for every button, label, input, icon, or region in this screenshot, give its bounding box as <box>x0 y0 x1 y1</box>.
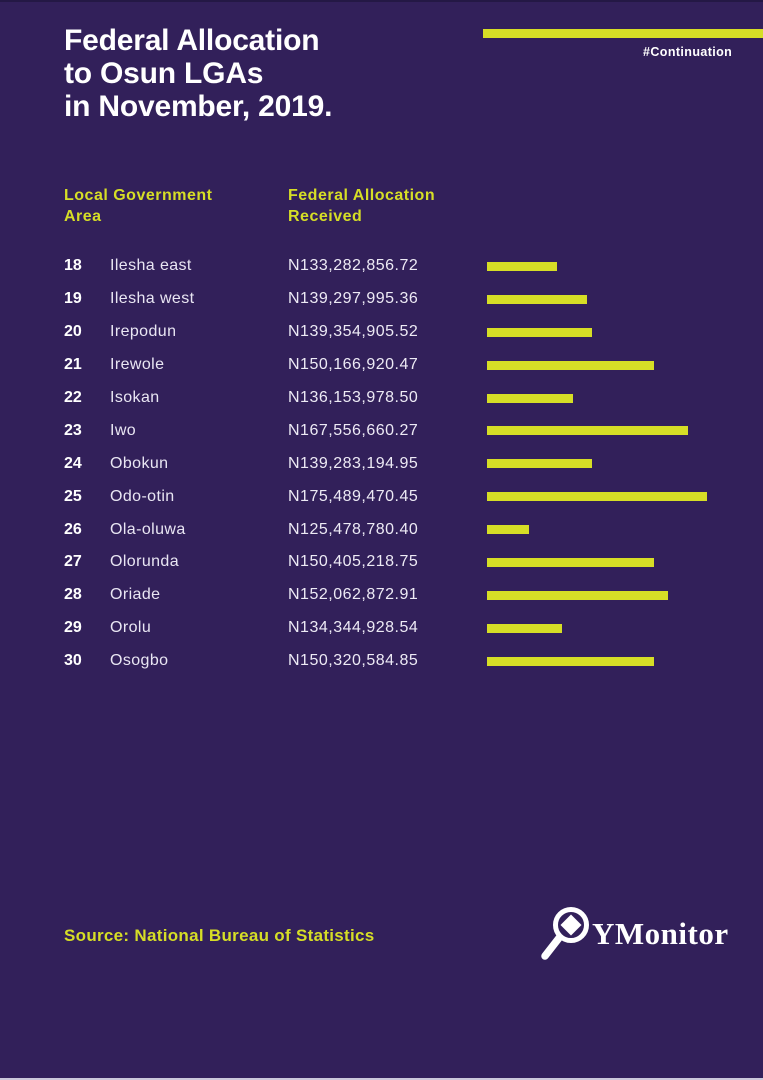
lga-name: Oriade <box>110 586 161 604</box>
allocation-bar-track <box>487 393 763 403</box>
row-number: 23 <box>64 421 82 439</box>
row-number: 27 <box>64 553 82 571</box>
allocation-bar <box>487 261 557 271</box>
table-row: 25 Odo-otin N175,489,470.45 <box>64 480 763 513</box>
lga-name: Osogbo <box>110 652 169 670</box>
page-title-line: Federal Allocation <box>64 24 320 57</box>
table-row: 23 Iwo N167,556,660.27 <box>64 414 763 447</box>
allocation-bar <box>487 294 587 304</box>
column-header-allocation: Federal Allocation Received <box>288 185 487 227</box>
allocation-bar-track <box>487 360 763 370</box>
row-number: 29 <box>64 619 82 637</box>
lga-name: Ilesha west <box>110 290 195 308</box>
allocation-value: N167,556,660.27 <box>288 421 419 439</box>
row-number: 28 <box>64 586 82 604</box>
allocation-bar-track <box>487 623 763 633</box>
allocation-table-body: 18 Ilesha east N133,282,856.72 19 Ilesha… <box>64 250 763 678</box>
allocation-value: N139,354,905.52 <box>288 323 419 341</box>
lga-name: Iwo <box>110 421 137 439</box>
page-title: Federal Allocation to Osun LGAs in Novem… <box>64 24 332 123</box>
table-row: 26 Ola-oluwa N125,478,780.40 <box>64 513 763 546</box>
allocation-bar-track <box>487 327 763 337</box>
table-row: 24 Obokun N139,283,194.95 <box>64 447 763 480</box>
row-number: 26 <box>64 520 82 538</box>
allocation-value: N150,166,920.47 <box>288 356 419 374</box>
allocation-bar-track <box>487 492 763 502</box>
allocation-bar <box>487 525 529 535</box>
allocation-bar-track <box>487 294 763 304</box>
allocation-value: N139,283,194.95 <box>288 454 419 472</box>
allocation-bar-track <box>487 590 763 600</box>
hashtag-label: #Continuation <box>643 45 733 59</box>
table-row: 19 Ilesha west N139,297,995.36 <box>64 283 763 316</box>
source-attribution: Source: National Bureau of Statistics <box>64 926 375 945</box>
lga-name: Obokun <box>110 454 169 472</box>
allocation-value: N125,478,780.40 <box>288 520 419 538</box>
allocation-bar-track <box>487 557 763 567</box>
allocation-bar <box>487 623 562 633</box>
allocation-bar <box>487 656 654 666</box>
row-number: 25 <box>64 487 82 505</box>
allocation-value: N139,297,995.36 <box>288 290 419 308</box>
table-row: 30 Osogbo N150,320,584.85 <box>64 645 763 678</box>
allocation-bar <box>487 557 654 567</box>
lga-name: Irepodun <box>110 323 177 341</box>
table-row: 22 Isokan N136,153,978.50 <box>64 382 763 415</box>
logo-wordmark: YMonitor <box>592 916 729 951</box>
row-number: 22 <box>64 389 82 406</box>
row-number: 21 <box>64 356 82 374</box>
accent-bar <box>483 29 763 38</box>
ymonitor-logo: YMonitor <box>534 902 729 964</box>
bottom-edge-strip <box>0 1078 763 1080</box>
allocation-bar <box>487 426 688 436</box>
table-row: 20 Irepodun N139,354,905.52 <box>64 316 763 349</box>
allocation-bar <box>487 327 592 337</box>
allocation-value: N133,282,856.72 <box>288 257 419 275</box>
allocation-value: N150,405,218.75 <box>288 553 419 571</box>
allocation-bar-track <box>487 426 763 436</box>
allocation-value: N152,062,872.91 <box>288 586 419 604</box>
lga-name: Ola-oluwa <box>110 520 186 538</box>
row-number: 20 <box>64 323 82 341</box>
allocation-bar <box>487 360 654 370</box>
lga-name: Odo-otin <box>110 487 175 505</box>
table-row: 18 Ilesha east N133,282,856.72 <box>64 250 763 283</box>
allocation-bar-track <box>487 459 763 469</box>
column-header-lga: Local Government Area <box>64 185 288 227</box>
column-header-allocation-line1: Federal Allocation <box>288 187 436 204</box>
column-header-lga-line2: Area <box>64 208 102 225</box>
allocation-value: N175,489,470.45 <box>288 487 419 505</box>
allocation-bar <box>487 393 573 403</box>
lga-name: Olorunda <box>110 553 180 571</box>
allocation-bar-track <box>487 525 763 535</box>
lga-name: Irewole <box>110 356 165 374</box>
allocation-bar <box>487 492 707 502</box>
allocation-bar-track <box>487 261 763 271</box>
column-header-allocation-line2: Received <box>288 208 363 225</box>
lga-name: Isokan <box>110 389 160 406</box>
top-edge-shadow <box>0 0 763 2</box>
column-header-lga-line1: Local Government <box>64 187 213 204</box>
table-row: 27 Olorunda N150,405,218.75 <box>64 546 763 579</box>
allocation-bar <box>487 459 592 469</box>
allocation-value: N134,344,928.54 <box>288 619 419 637</box>
allocation-bar <box>487 590 668 600</box>
row-number: 19 <box>64 290 82 308</box>
lga-name: Ilesha east <box>110 257 192 275</box>
table-row: 28 Oriade N152,062,872.91 <box>64 579 763 612</box>
page-title-line: to Osun LGAs <box>64 57 264 90</box>
table-row: 21 Irewole N150,166,920.47 <box>64 349 763 382</box>
table-row: 29 Orolu N134,344,928.54 <box>64 612 763 645</box>
allocation-bar-track <box>487 656 763 666</box>
row-number: 18 <box>64 257 82 275</box>
lga-name: Orolu <box>110 619 152 637</box>
magnifier-icon <box>541 907 589 960</box>
row-number: 24 <box>64 454 82 472</box>
table-header-row: Local Government Area Federal Allocation… <box>64 185 763 227</box>
row-number: 30 <box>64 652 82 670</box>
allocation-value: N150,320,584.85 <box>288 652 419 670</box>
page-title-line: in November, 2019. <box>64 90 333 123</box>
allocation-value: N136,153,978.50 <box>288 389 419 406</box>
